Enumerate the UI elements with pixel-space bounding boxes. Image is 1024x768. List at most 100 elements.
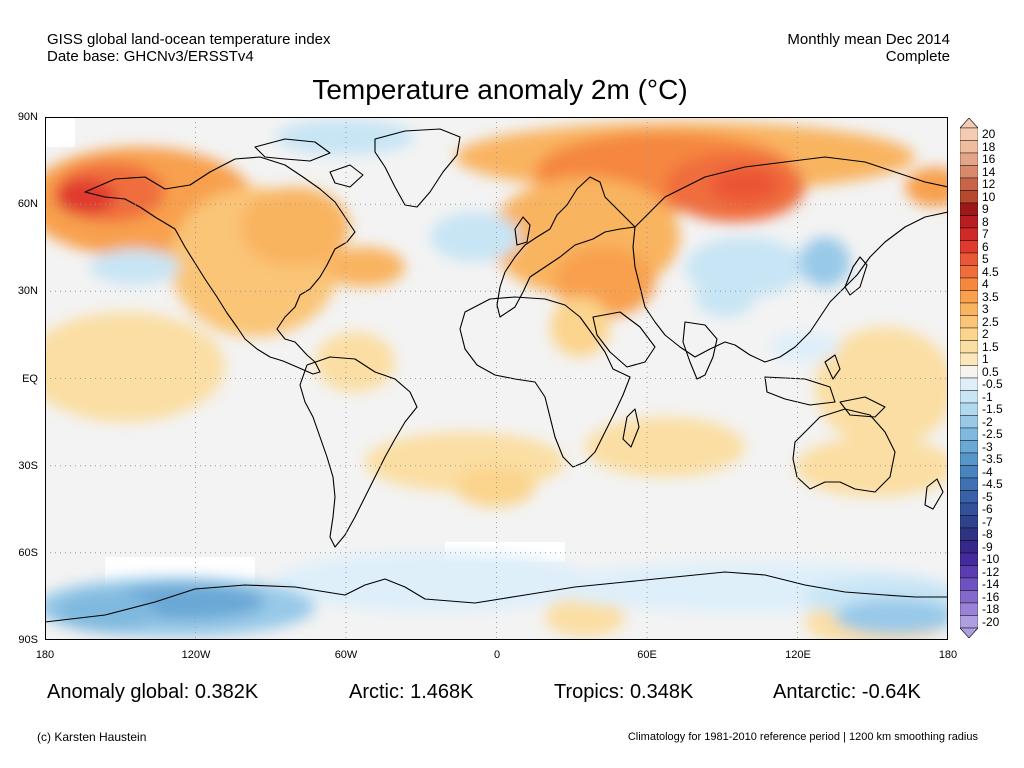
data-base: Date base: GHCNv3/ERSSTv4 [47, 48, 254, 65]
colorbar-swatch [960, 165, 978, 179]
colorbar-label: -4.5 [982, 477, 1003, 492]
lon-label-120w: 120W [181, 649, 211, 661]
colorbar-swatch [960, 265, 978, 279]
colorbar-swatch [960, 402, 978, 416]
colorbar-swatch [960, 177, 978, 191]
lat-label-90s: 90S [18, 634, 38, 646]
colorbar-swatch [960, 290, 978, 304]
colorbar-swatch [960, 565, 978, 579]
colorbar-swatch [960, 440, 978, 454]
dataset-name: GISS global land-ocean temperature index [47, 31, 331, 48]
lon-label-60w: 60W [334, 649, 358, 661]
period-label: Monthly mean Dec 2014 [787, 31, 950, 48]
colorbar-label: -2.5 [982, 427, 1003, 442]
colorbar-swatch [960, 302, 978, 316]
colorbar-label: 3.5 [982, 289, 999, 304]
colorbar-label: 4 [982, 277, 989, 292]
colorbar-swatch [960, 552, 978, 566]
colorbar-swatch [960, 465, 978, 479]
colorbar-label: -9 [982, 539, 993, 554]
colorbar-swatch [960, 427, 978, 441]
colorbar-swatch [960, 277, 978, 291]
colorbar-swatch [960, 502, 978, 516]
lat-label-60s: 60S [18, 547, 38, 559]
lon-label-120e: 120E [785, 649, 811, 661]
colorbar-label: 12 [982, 177, 996, 192]
colorbar-swatch [960, 490, 978, 504]
colorbar-swatch [960, 215, 978, 229]
colorbar-label: -7 [982, 514, 993, 529]
colorbar-swatch [960, 240, 978, 254]
colorbar-label: -18 [982, 602, 1000, 617]
colorbar-swatch [960, 365, 978, 379]
colorbar-swatch [960, 540, 978, 554]
colorbar-swatch [960, 140, 978, 154]
colorbar-swatch [960, 202, 978, 216]
map-frame [45, 117, 948, 640]
colorbar-swatch [960, 452, 978, 466]
colorbar-label: -5 [982, 489, 993, 504]
colorbar-min-arrow [960, 627, 978, 638]
graticule [45, 117, 948, 640]
completeness-label: Complete [885, 48, 950, 65]
lat-label-30n: 30N [17, 285, 38, 297]
colorbar-label: 3 [982, 302, 989, 317]
colorbar-label: 7 [982, 227, 989, 242]
colorbar-swatch [960, 352, 978, 366]
colorbar-label: -16 [982, 589, 1000, 604]
colorbar-label: 2 [982, 327, 989, 342]
climatology-note: Climatology for 1981-2010 reference peri… [627, 731, 978, 743]
stat-tropics: Tropics: 0.348K [554, 681, 694, 703]
lon-label-0: 0 [493, 649, 501, 661]
colorbar-label: -12 [982, 564, 1000, 579]
colorbar-swatch [960, 577, 978, 591]
lat-label-90n: 90N [17, 111, 38, 123]
colorbar-label: 20 [982, 127, 996, 142]
colorbar-swatch [960, 340, 978, 354]
colorbar [960, 118, 978, 638]
stat-antarctic: Antarctic: -0.64K [773, 681, 921, 703]
colorbar-label: 1 [982, 352, 989, 367]
anomaly-map [45, 117, 948, 640]
colorbar-label: 5 [982, 252, 989, 267]
colorbar-label: -4 [982, 464, 993, 479]
colorbar-swatch [960, 377, 978, 391]
colorbar-label: -20 [982, 614, 1000, 629]
period-header: Monthly mean Dec 2014 Complete [787, 31, 950, 65]
colorbar-label: 18 [982, 139, 996, 154]
colorbar-label: 6 [982, 239, 989, 254]
colorbar-label: 9 [982, 202, 989, 217]
anomaly-field [45, 117, 948, 640]
map-title: Temperature anomaly 2m (°C) [312, 74, 688, 105]
lat-label-60n: 60N [17, 198, 38, 210]
colorbar-swatch [960, 127, 978, 141]
colorbar-label: -2 [982, 414, 993, 429]
colorbar-swatch [960, 515, 978, 529]
colorbar-label: 2.5 [982, 314, 999, 329]
colorbar-swatch [960, 615, 978, 629]
colorbar-swatch [960, 227, 978, 241]
colorbar-swatch [960, 477, 978, 491]
colorbar-label: 14 [982, 164, 996, 179]
colorbar-label: 8 [982, 214, 989, 229]
colorbar-swatch [960, 190, 978, 204]
colorbar-swatch [960, 602, 978, 616]
colorbar-swatch [960, 415, 978, 429]
dataset-header: GISS global land-ocean temperature index… [47, 31, 331, 65]
colorbar-label: 0.5 [982, 364, 999, 379]
lat-label-30s: 30S [18, 460, 38, 472]
coastlines [45, 128, 948, 640]
colorbar-swatch [960, 390, 978, 404]
copyright: (c) Karsten Haustein [37, 730, 147, 744]
colorbar-label: -3 [982, 439, 993, 454]
colorbar-swatch [960, 315, 978, 329]
stat-global: Anomaly global: 0.382K [47, 681, 259, 703]
colorbar-label: 10 [982, 189, 996, 204]
lon-label-60e: 60E [637, 649, 657, 661]
lon-label-180w: 180 [35, 649, 55, 661]
colorbar-label: -3.5 [982, 452, 1003, 467]
colorbar-label: -8 [982, 527, 993, 542]
colorbar-label: 4.5 [982, 264, 999, 279]
lon-label-180e: 180 [938, 649, 958, 661]
colorbar-swatch [960, 590, 978, 604]
